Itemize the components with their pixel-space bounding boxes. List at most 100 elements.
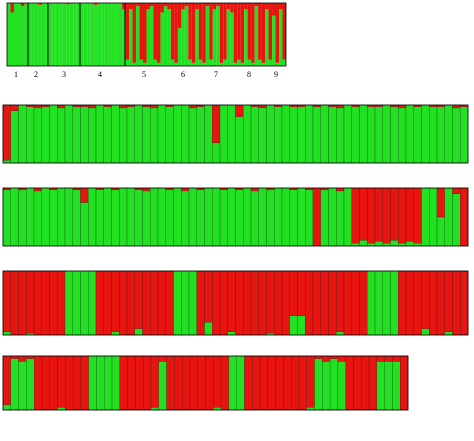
bar-cluster-1 xyxy=(258,187,267,247)
bar-cluster-2 xyxy=(38,3,42,5)
bar-cluster-2 xyxy=(220,355,230,411)
bar-cluster-1 xyxy=(306,407,315,411)
bar-cluster-1 xyxy=(376,361,385,411)
bar-cluster-2 xyxy=(359,187,368,241)
bar-cluster-2 xyxy=(374,187,383,242)
bar-cluster-2 xyxy=(2,104,11,161)
group-label: 4 xyxy=(98,70,102,79)
bar-cluster-2 xyxy=(135,355,144,411)
bar-cluster-2 xyxy=(336,187,345,192)
bar-cluster-2 xyxy=(452,270,461,336)
bar-cluster-1 xyxy=(129,9,133,67)
bar-cluster-1 xyxy=(64,104,73,164)
bar-cluster-1 xyxy=(250,190,259,247)
bar-cluster-2 xyxy=(244,355,253,411)
bar-cluster-2 xyxy=(337,355,346,362)
bar-cluster-2 xyxy=(88,104,97,109)
bar-cluster-1 xyxy=(382,242,391,247)
bar-cluster-2 xyxy=(94,3,98,5)
bar-cluster-1 xyxy=(57,187,66,247)
bar-cluster-2 xyxy=(177,3,182,29)
bar-cluster-1 xyxy=(188,187,197,247)
bar-cluster-2 xyxy=(143,355,152,411)
bar-cluster-1 xyxy=(452,193,461,247)
bar-cluster-1 xyxy=(66,4,70,67)
bar-cluster-2 xyxy=(20,3,25,7)
bar-cluster-1 xyxy=(126,106,135,164)
bar-cluster-1 xyxy=(351,106,360,164)
bar-cluster-1 xyxy=(48,3,53,66)
bar-cluster-2 xyxy=(314,355,323,359)
bar-cluster-2 xyxy=(329,355,339,359)
bar-cluster-2 xyxy=(150,355,159,408)
bar-cluster-1 xyxy=(305,104,314,164)
bar-cluster-1 xyxy=(103,106,112,164)
bar-cluster-2 xyxy=(235,104,244,117)
bar-cluster-1 xyxy=(119,107,128,164)
bar-cluster-1 xyxy=(235,189,244,247)
bar-cluster-2 xyxy=(289,270,298,316)
bar-cluster-2 xyxy=(33,187,42,192)
bar-cluster-2 xyxy=(18,270,27,336)
bar-cluster-1 xyxy=(237,59,241,66)
bar-cluster-1 xyxy=(57,407,66,411)
bar-cluster-2 xyxy=(336,270,345,332)
bar-cluster-2 xyxy=(265,3,269,10)
bar-cluster-1 xyxy=(80,106,89,164)
plot-frame xyxy=(2,355,409,411)
bar-cluster-2 xyxy=(390,187,399,241)
bar-cluster-2 xyxy=(195,3,199,10)
bar-cluster-1 xyxy=(163,6,168,66)
bar-cluster-1 xyxy=(282,59,286,66)
bar-cluster-1 xyxy=(261,62,266,66)
bar-cluster-1 xyxy=(2,331,11,336)
bar-cluster-2 xyxy=(18,355,27,362)
bar-cluster-2 xyxy=(216,3,220,7)
bar-cluster-2 xyxy=(258,3,262,60)
bar-cluster-1 xyxy=(382,270,391,336)
bar-cluster-1 xyxy=(405,241,414,247)
bar-cluster-2 xyxy=(436,270,445,336)
bar-cluster-1 xyxy=(188,270,197,336)
bar-cluster-2 xyxy=(460,187,469,247)
bar-cluster-1 xyxy=(266,104,275,164)
bar-cluster-2 xyxy=(95,270,104,336)
bar-cluster-2 xyxy=(252,355,261,411)
bar-cluster-2 xyxy=(367,187,376,244)
bar-cluster-1 xyxy=(227,104,236,164)
bar-cluster-2 xyxy=(33,104,42,109)
bar-cluster-1 xyxy=(398,242,407,247)
bar-cluster-2 xyxy=(122,3,126,10)
bar-cluster-2 xyxy=(34,355,43,411)
bar-cluster-2 xyxy=(163,3,168,7)
bar-cluster-1 xyxy=(204,104,213,164)
bar-cluster-2 xyxy=(237,3,241,60)
bar-cluster-1 xyxy=(95,104,104,164)
bar-cluster-1 xyxy=(80,202,89,247)
bar-cluster-2 xyxy=(57,104,66,109)
bar-cluster-1 xyxy=(209,59,213,66)
bar-cluster-2 xyxy=(266,270,275,334)
group-label: 1 xyxy=(14,70,18,79)
bar-cluster-1 xyxy=(150,107,159,164)
bar-cluster-1 xyxy=(118,3,123,66)
bar-cluster-1 xyxy=(80,270,89,336)
bar-cluster-1 xyxy=(38,4,42,67)
bar-cluster-2 xyxy=(157,270,166,336)
bar-cluster-1 xyxy=(49,104,58,164)
bar-cluster-2 xyxy=(160,3,164,13)
bar-cluster-2 xyxy=(158,355,167,362)
bar-cluster-2 xyxy=(328,270,337,336)
bar-cluster-2 xyxy=(258,104,267,109)
plot-frame xyxy=(2,187,469,247)
bar-cluster-2 xyxy=(181,187,190,192)
bar-cluster-2 xyxy=(72,355,82,411)
bar-cluster-1 xyxy=(188,107,197,164)
bar-cluster-2 xyxy=(413,187,422,244)
bar-cluster-2 xyxy=(247,3,252,60)
bar-cluster-1 xyxy=(196,106,205,164)
bar-cluster-2 xyxy=(26,355,35,359)
bar-cluster-1 xyxy=(289,189,298,247)
bar-cluster-1 xyxy=(97,3,102,66)
bar-cluster-2 xyxy=(197,355,206,411)
